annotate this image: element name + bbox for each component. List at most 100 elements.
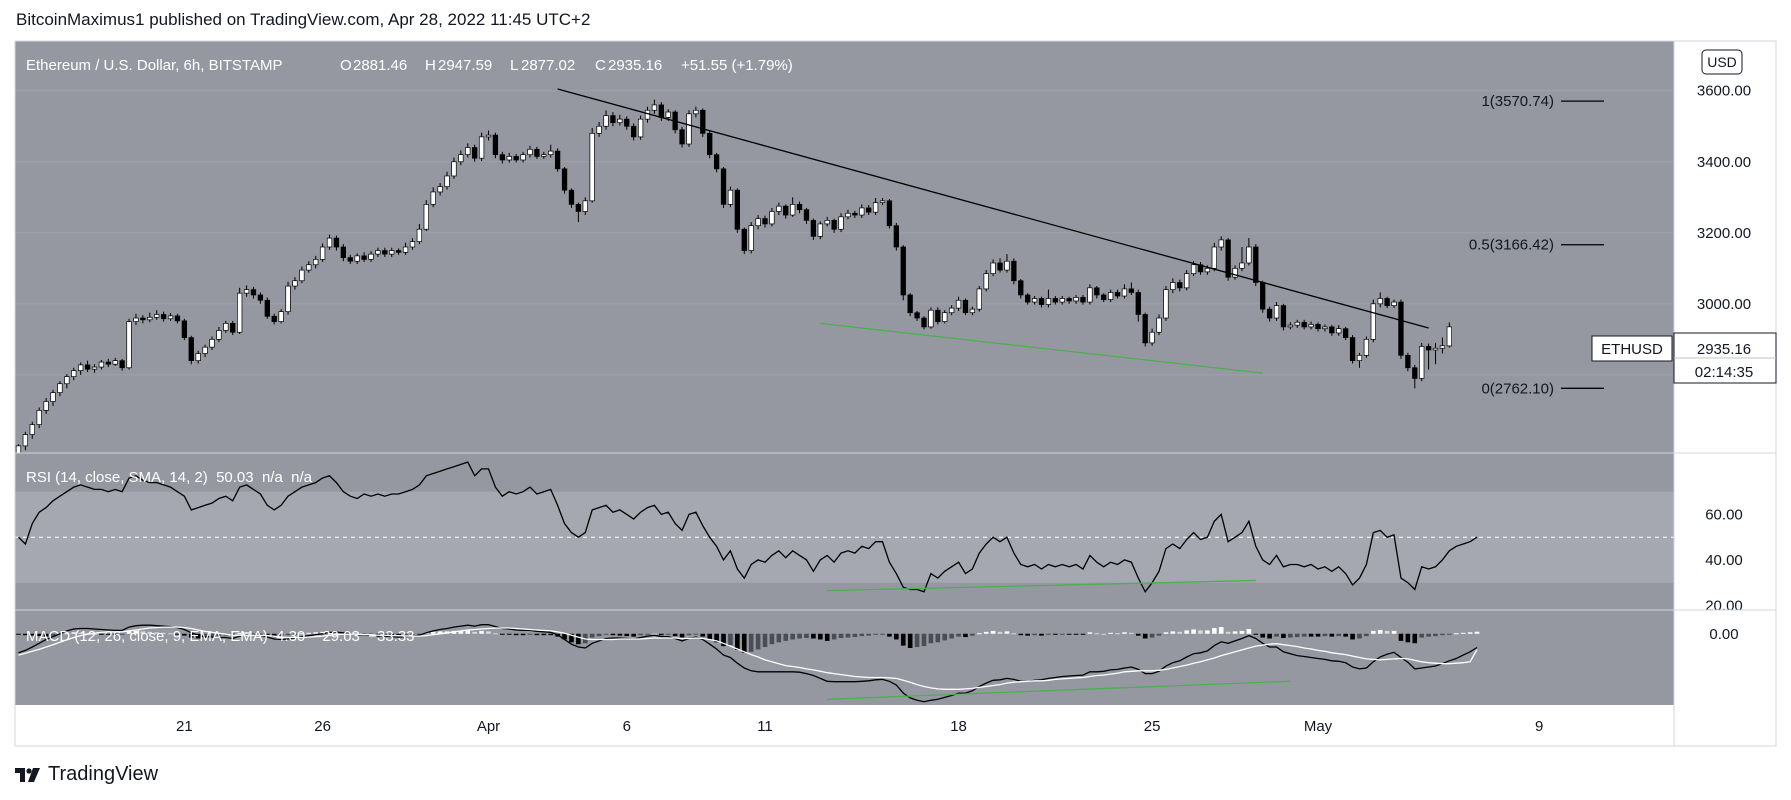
fib-retracement[interactable]: 1(3570.74) 0.5(3166.42) 0(2762.10) <box>1469 93 1604 397</box>
candle-body <box>1432 347 1439 351</box>
ticker-tag[interactable]: ETHUSD 2935.16 02:14:35 <box>1591 332 1777 384</box>
time-axis[interactable] <box>15 705 1674 746</box>
candle-up <box>603 110 609 130</box>
macd-histogram-bar <box>430 631 436 634</box>
candle-up <box>319 243 326 262</box>
currency-button[interactable]: USD <box>1701 49 1743 75</box>
candle-body <box>181 320 188 338</box>
price-tick-label: 3200.00 <box>1697 225 1751 242</box>
macd-histogram-bar <box>1170 631 1176 634</box>
candle-down <box>713 152 720 173</box>
fib-level-label: 1(3570.74) <box>1481 93 1554 110</box>
candle-body <box>1045 298 1052 305</box>
macd-histogram-bar <box>119 633 125 635</box>
candle-body <box>624 118 630 127</box>
candle-body <box>395 250 402 253</box>
macd-histogram-bar <box>265 633 270 636</box>
candle-body <box>1107 292 1114 300</box>
macd-histogram-bar <box>741 633 747 653</box>
candle-body <box>1322 326 1328 330</box>
candle-body <box>700 109 706 134</box>
candle-body <box>492 134 499 156</box>
candle-body <box>167 315 174 320</box>
candle-up <box>651 99 658 114</box>
macd-histogram-bar <box>99 633 104 635</box>
candle-body <box>472 147 478 159</box>
macd-histogram-bar <box>686 633 692 636</box>
macd-histogram-bar <box>493 633 498 635</box>
candle-body <box>416 228 423 243</box>
candle-up <box>859 204 865 218</box>
macd-histogram-bar <box>831 633 837 640</box>
rsi-line <box>18 461 1478 594</box>
candle-down <box>472 144 478 162</box>
macd-divergence-line[interactable] <box>827 680 1291 700</box>
candle-body <box>1287 324 1294 328</box>
candle-up <box>1391 299 1397 309</box>
candle-body <box>216 330 222 340</box>
candle-down <box>1405 352 1411 372</box>
candle-body <box>969 308 976 314</box>
candle-up <box>485 130 492 141</box>
candle-up <box>368 251 374 262</box>
macd-histogram-bar <box>1308 633 1314 637</box>
candle-body <box>886 200 893 227</box>
candle-body <box>285 285 291 312</box>
open-label: O <box>340 57 352 74</box>
candle-down <box>886 199 893 229</box>
descending-trendline[interactable] <box>557 88 1429 329</box>
macd-histogram-bar <box>1453 633 1459 635</box>
candle-up <box>1087 284 1093 305</box>
macd-histogram-bar <box>1419 633 1424 638</box>
candle-body <box>810 220 817 237</box>
candle-up <box>154 310 160 320</box>
price-axis[interactable] <box>1674 41 1776 746</box>
candle-down <box>1114 289 1121 299</box>
candle-body <box>1031 298 1038 303</box>
candle-up <box>1432 342 1439 365</box>
candle-up <box>976 286 982 312</box>
candle-body <box>1343 328 1349 338</box>
candle-body <box>852 212 858 216</box>
candle-down <box>554 148 561 172</box>
candle-body <box>326 237 333 248</box>
candle-up <box>409 238 416 250</box>
candle-body <box>112 360 118 365</box>
macd-histogram-bar <box>527 633 533 635</box>
candle-body <box>36 410 42 425</box>
macd-histogram-bar <box>645 633 650 635</box>
candle-body <box>430 191 436 205</box>
macd-histogram-bar <box>71 632 77 634</box>
candle-up <box>1356 352 1363 368</box>
current-price: 2935.16 <box>1697 341 1751 358</box>
candle-body <box>679 129 685 145</box>
macd-histogram-bar <box>1018 633 1024 636</box>
macd-histogram-bar <box>1426 633 1431 637</box>
candle-up <box>209 336 215 350</box>
candle-body <box>71 370 77 377</box>
macd-histogram-bar <box>1371 630 1376 634</box>
candle-body <box>824 220 830 225</box>
candle-body <box>921 317 927 328</box>
footer-brand: TradingView <box>48 763 159 785</box>
macd-histogram-bar <box>1405 633 1411 643</box>
candle-up <box>983 270 989 292</box>
support-trendline[interactable] <box>820 322 1263 374</box>
macd-histogram-bar <box>168 633 173 635</box>
candle-body <box>389 250 395 255</box>
candle-up <box>1211 242 1217 272</box>
macd-histogram-bar <box>1239 630 1245 634</box>
candle-body <box>554 150 561 170</box>
macd-histogram-bar <box>106 633 111 635</box>
rsi-divergence-line[interactable] <box>827 579 1256 592</box>
macd-histogram-bar <box>1301 633 1307 637</box>
candle-body <box>907 294 913 314</box>
candle-body <box>513 156 519 161</box>
candle-down <box>230 320 236 336</box>
candle-up <box>478 132 485 162</box>
macd-histogram-bar <box>728 633 733 646</box>
low-value: 2877.02 <box>521 57 575 74</box>
macd-histogram-bar <box>64 633 70 635</box>
fib-level-label: 0.5(3166.42) <box>1469 237 1554 254</box>
